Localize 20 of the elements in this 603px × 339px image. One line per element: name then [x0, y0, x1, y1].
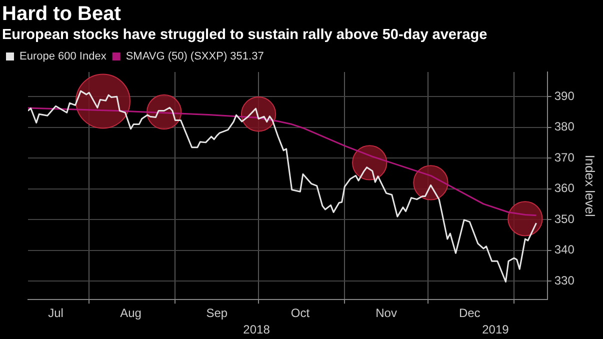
y-axis-title: Index level [582, 154, 598, 217]
text: 2019 [482, 322, 510, 336]
y-tick-label: 340 [554, 242, 575, 257]
y-tick-label: 360 [554, 181, 575, 196]
y-tick-label: 330 [554, 273, 575, 288]
x-tick-label: Oct [290, 306, 310, 320]
x-tick-label: Nov [376, 306, 397, 320]
legend-label: Europe 600 Index [20, 50, 107, 63]
legend-label: SMAVG (50) (SXXP) 351.37 [126, 50, 264, 63]
y-tick-label: 370 [554, 150, 575, 164]
x-tick-label: Aug [120, 306, 142, 320]
x-tick-label: Dec [458, 306, 480, 320]
x-tick-label: Sep [206, 306, 228, 320]
chart-subtitle: European stocks have struggled to sustain rally above 50-day average [1, 26, 488, 44]
y-tick-label: 390 [554, 88, 575, 103]
y-tick-label: 380 [554, 120, 575, 134]
x-tick-label: Jul [48, 306, 64, 320]
y-tick-label: 350 [554, 212, 575, 226]
text: 2018 [243, 322, 270, 336]
chart-title: Hard to Beat [1, 2, 122, 25]
